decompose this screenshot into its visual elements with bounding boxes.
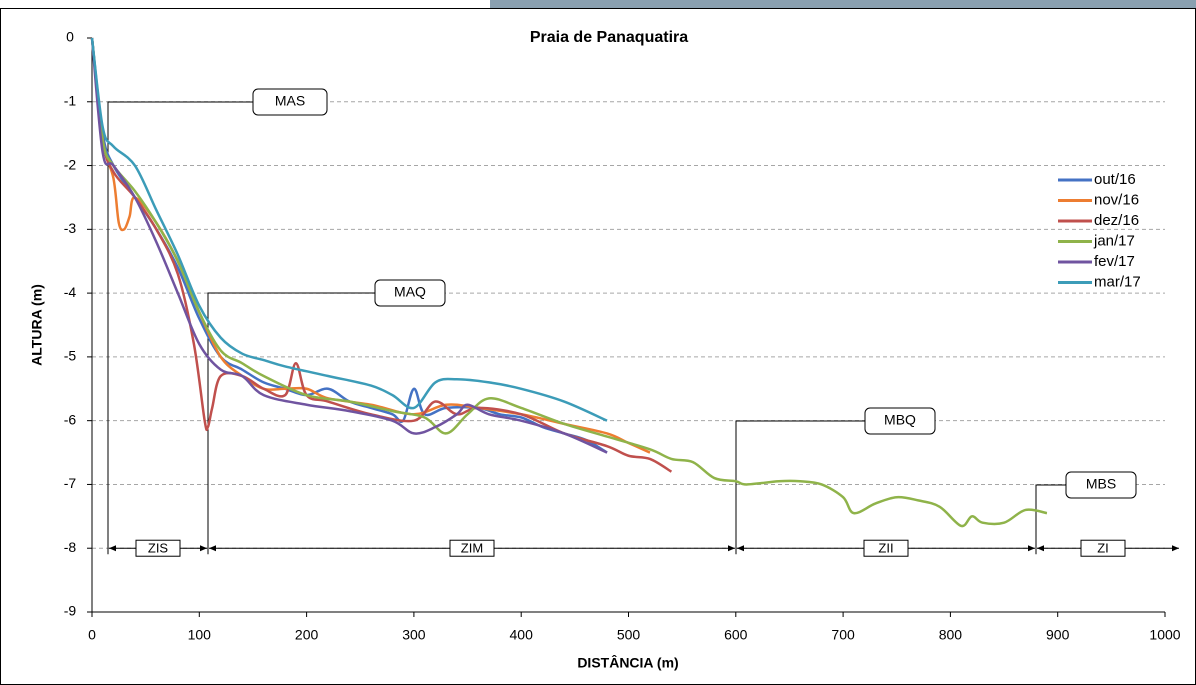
zone-label: ZIS <box>148 541 169 556</box>
legend-label: dez/16 <box>1094 212 1139 229</box>
y-tick-label: -8 <box>64 539 77 555</box>
annotation-box <box>1065 471 1137 499</box>
x-tick-label: 200 <box>295 627 319 643</box>
annotation-box <box>864 407 936 435</box>
legend-label: nov/16 <box>1094 191 1139 208</box>
annotation-label: MAQ <box>394 284 426 300</box>
annotation-box <box>374 279 446 307</box>
x-tick-label: 0 <box>88 627 96 643</box>
x-axis-label: DISTÂNCIA (m) <box>577 654 678 671</box>
y-tick-label: -2 <box>64 156 77 172</box>
series-line <box>90 37 608 422</box>
legend-label: jan/17 <box>1093 232 1135 249</box>
y-tick-label: -1 <box>64 92 77 108</box>
x-tick-label: 400 <box>510 627 534 643</box>
zone-box <box>449 539 495 557</box>
zone-label: ZII <box>878 541 893 556</box>
zone-label: ZIM <box>461 541 483 556</box>
annotation-line <box>207 292 375 555</box>
y-tick-label: -4 <box>64 284 77 300</box>
x-tick-label: 800 <box>939 627 963 643</box>
zone-label: ZI <box>1097 541 1109 556</box>
y-tick-label: 0 <box>66 29 74 45</box>
zone-box <box>863 539 909 557</box>
y-tick-label: -6 <box>64 411 77 427</box>
series-line <box>90 37 673 473</box>
chart-border <box>0 8 1196 685</box>
legend-label: mar/17 <box>1094 273 1141 290</box>
y-axis-label: ALTURA (m) <box>29 284 45 366</box>
series-line <box>90 37 651 454</box>
y-tick-label: -3 <box>64 220 77 236</box>
chart-title: Praia de Panaquatira <box>530 29 688 46</box>
series-line <box>90 37 608 454</box>
y-tick-label: -9 <box>64 603 77 619</box>
zone-box <box>135 539 181 557</box>
annotation-line <box>735 420 865 555</box>
x-tick-label: 700 <box>831 627 855 643</box>
annotation-line <box>107 101 253 555</box>
annotation-line <box>1035 484 1066 555</box>
legend-label: out/16 <box>1094 171 1136 188</box>
annotation-box <box>252 88 328 116</box>
title-bg <box>480 26 738 50</box>
series-line <box>90 37 1048 528</box>
x-tick-label: 100 <box>188 627 212 643</box>
annotation-label: MAS <box>275 93 305 109</box>
x-tick-label: 300 <box>402 627 426 643</box>
legend-label: fev/17 <box>1094 253 1135 270</box>
x-tick-label: 600 <box>724 627 748 643</box>
x-tick-label: 1000 <box>1149 627 1180 643</box>
y-tick-label: -5 <box>64 348 77 364</box>
annotation-label: MBS <box>1086 476 1116 492</box>
x-tick-label: 500 <box>617 627 641 643</box>
y-tick-label: -7 <box>64 475 77 491</box>
annotation-label: MBQ <box>884 412 916 428</box>
x-tick-label: 900 <box>1046 627 1070 643</box>
zone-box <box>1080 539 1126 557</box>
photo-strip <box>490 0 1196 8</box>
